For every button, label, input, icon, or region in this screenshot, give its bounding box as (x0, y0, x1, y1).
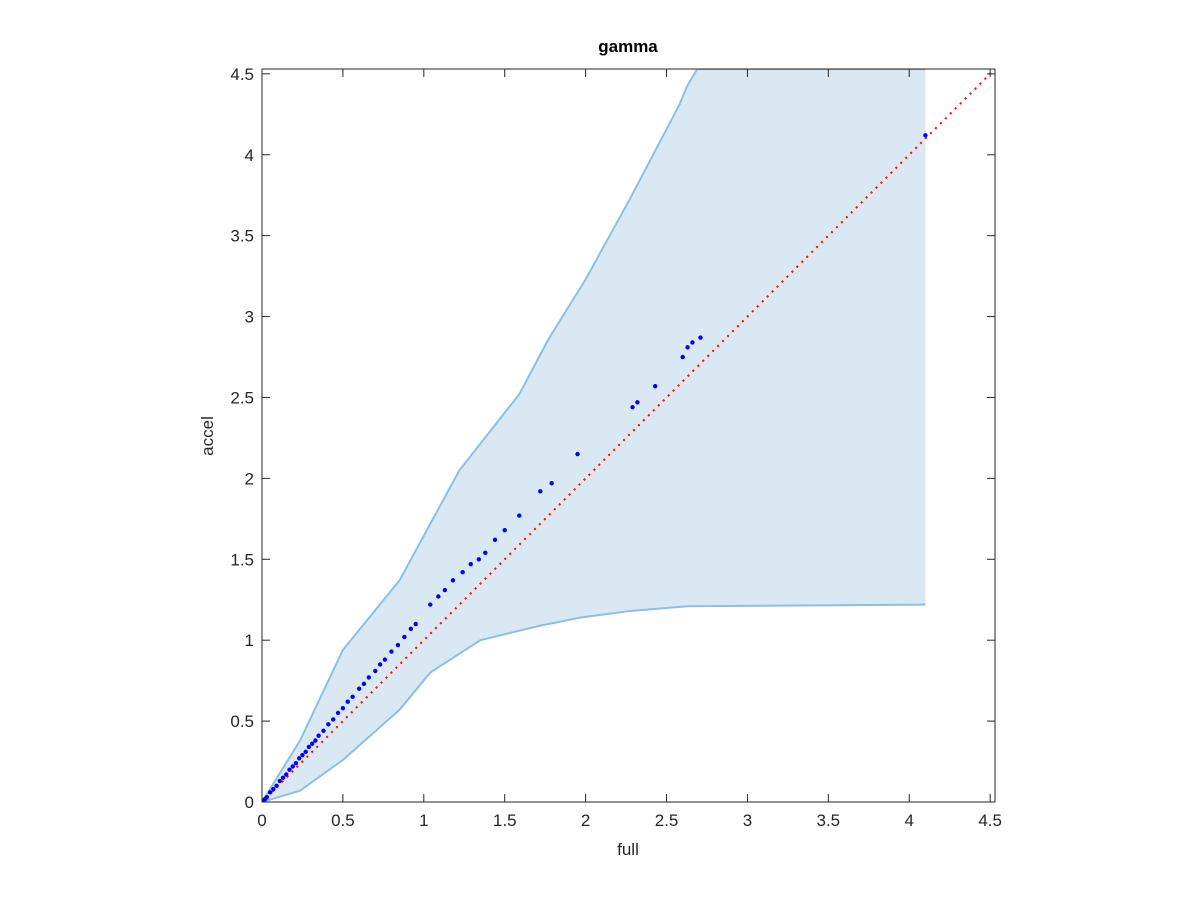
point (361, 681, 367, 687)
point (345, 699, 350, 704)
point (549, 481, 554, 486)
point (284, 772, 289, 777)
point (290, 764, 295, 769)
point (483, 550, 488, 556)
point (476, 557, 482, 562)
point (297, 756, 302, 761)
point (335, 710, 341, 716)
point (326, 722, 331, 727)
point (287, 767, 292, 772)
point (502, 527, 507, 533)
point (402, 634, 407, 640)
x-tick-label: 2 (581, 811, 590, 830)
point (280, 775, 286, 780)
x-tick-label: 3.5 (817, 811, 841, 830)
point (277, 778, 282, 784)
point (428, 602, 433, 607)
point (316, 733, 321, 738)
point (450, 578, 456, 583)
point (330, 717, 336, 722)
point (356, 686, 362, 691)
point (293, 760, 299, 766)
point (442, 587, 448, 593)
y-tick-label: 1 (245, 631, 254, 650)
point (413, 621, 418, 627)
point (395, 642, 401, 648)
point (517, 513, 522, 518)
point (306, 744, 312, 750)
point (382, 657, 388, 662)
y-tick-label: 2.5 (230, 388, 254, 407)
x-axis-label: full (617, 840, 639, 859)
y-tick-label: 3.5 (230, 227, 254, 246)
point (300, 752, 305, 758)
point (436, 594, 441, 599)
x-tick-label: 1 (419, 811, 428, 830)
point (303, 749, 308, 755)
chart-title: gamma (598, 37, 658, 56)
y-tick-label: 4.5 (230, 65, 254, 84)
y-tick-label: 0.5 (230, 712, 254, 731)
point (267, 790, 273, 795)
reference-line (262, 69, 995, 802)
plot-area (262, 69, 995, 802)
point (923, 133, 928, 138)
y-tick-label: 4 (245, 146, 254, 165)
point (408, 626, 414, 632)
band-edge (262, 603, 926, 802)
point (698, 335, 703, 340)
point (377, 662, 383, 667)
point (575, 451, 580, 457)
y-tick-label: 2 (245, 469, 254, 488)
point (685, 345, 690, 350)
y-tick-label: 1.5 (230, 550, 254, 569)
point (366, 675, 371, 680)
x-tick-label: 0 (257, 811, 266, 830)
x-tick-label: 2.5 (655, 811, 679, 830)
axes-box (261, 68, 996, 803)
point (460, 570, 465, 575)
x-tick-label: 1.5 (493, 811, 517, 830)
point (538, 489, 543, 494)
point (373, 668, 378, 674)
band-edge (262, 69, 926, 802)
point (630, 404, 635, 410)
point (690, 340, 695, 345)
x-tick-label: 3 (743, 811, 752, 830)
x-tick-label: 4.5 (978, 811, 1002, 830)
point (389, 649, 394, 654)
point (652, 383, 658, 389)
point (340, 705, 346, 711)
x-tick-label: 0.5 (331, 811, 355, 830)
axes: 0 0.5 1 1.5 2 2.5 3 3.5 4 4.5 0 0.5 1 1.5 2 2.5 3 3.5 4 4.5 (230, 65, 1002, 830)
point (468, 561, 473, 567)
point (313, 738, 318, 743)
y-tick-label: 0 (245, 793, 254, 812)
point (635, 400, 640, 405)
y-axis-label: accel (198, 416, 217, 456)
band-fill (262, 69, 926, 802)
point (492, 537, 498, 543)
x-tick-label: 4 (905, 811, 914, 830)
point (271, 786, 276, 792)
point (680, 354, 685, 360)
y-tick-label: 3 (245, 308, 254, 327)
point (274, 783, 279, 789)
point (309, 741, 315, 746)
point (264, 794, 270, 800)
point (350, 694, 355, 700)
point (321, 728, 326, 734)
